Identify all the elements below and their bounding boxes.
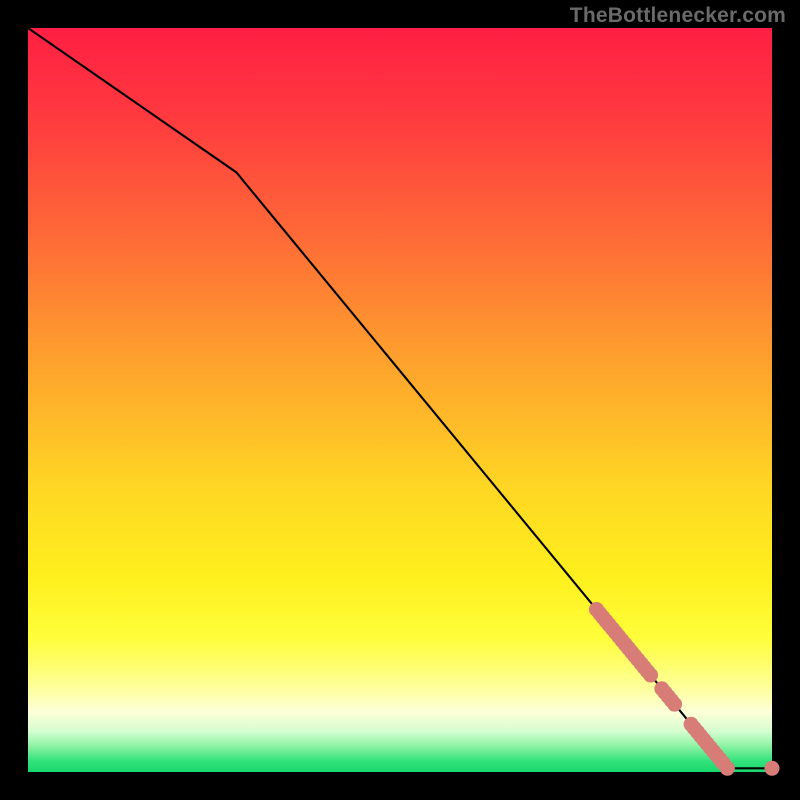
heat-gradient-panel bbox=[28, 28, 772, 772]
marker-dot bbox=[765, 761, 780, 776]
marker-dot bbox=[720, 761, 735, 776]
marker-dot bbox=[643, 668, 658, 683]
attribution-label: TheBottlenecker.com bbox=[570, 4, 786, 28]
marker-dot bbox=[667, 697, 682, 712]
bottleneck-chart bbox=[0, 0, 800, 800]
